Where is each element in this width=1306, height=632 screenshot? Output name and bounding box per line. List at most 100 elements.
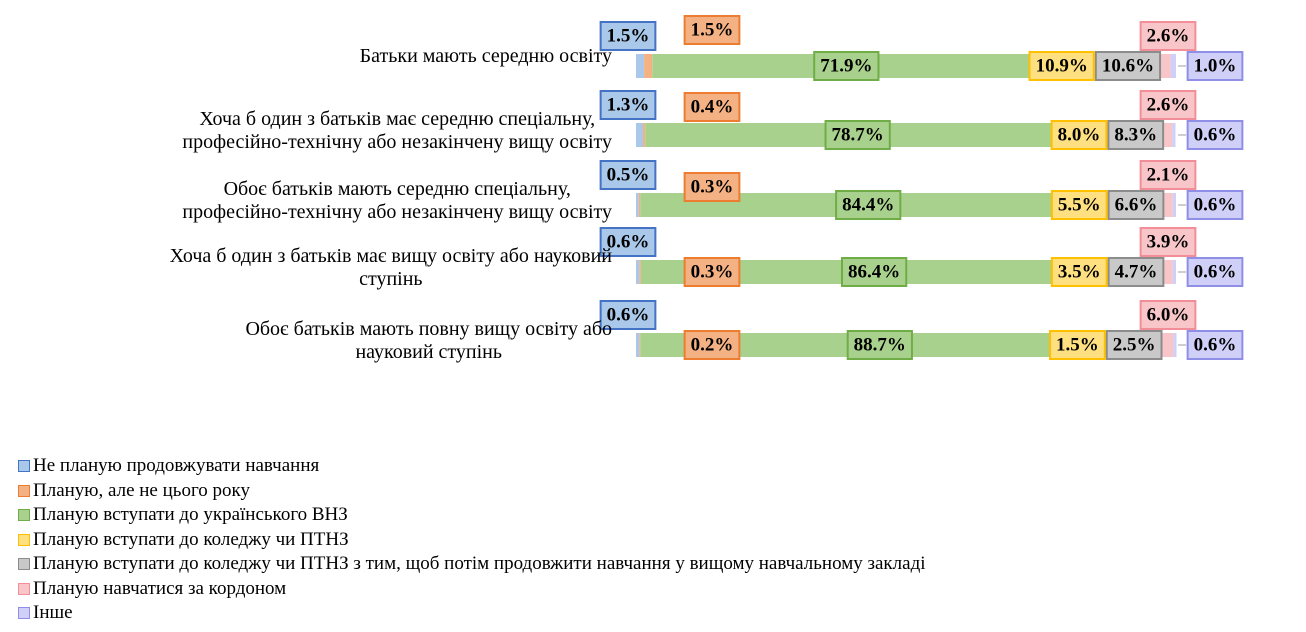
data-label-box <box>599 160 657 190</box>
data-label: 0.5% <box>599 160 657 190</box>
legend-swatch <box>18 558 30 571</box>
bar-segment <box>643 123 646 147</box>
data-label: 88.7% <box>846 330 913 360</box>
data-label-box <box>1186 120 1244 150</box>
data-label: 6.6% <box>1107 190 1165 220</box>
plot-area: 1.5% 1.5% 71.9% 10.6% 10.9% 2.6%1.0% 1.3% 0.4% 7… <box>599 15 1244 360</box>
data-label-box <box>683 92 741 122</box>
category-label: Обоє батьків мають середню спеціальну, п… <box>182 178 612 223</box>
data-label-text: 84.4% <box>842 195 894 216</box>
data-label-box <box>835 190 902 220</box>
data-label: 78.7% <box>824 120 891 150</box>
data-label-text: 88.7% <box>854 335 906 356</box>
data-label: 4.7% <box>1107 257 1165 287</box>
category-label: Хоча б один з батьків має вищу освіту аб… <box>169 245 612 290</box>
data-label: 10.6% <box>1094 51 1162 81</box>
legend-item: Планую навчатися за кордоном <box>18 577 926 602</box>
data-label: 0.6% <box>599 300 657 330</box>
bar-segment <box>638 193 641 217</box>
data-label-text: 2.1% <box>1147 165 1190 186</box>
data-label-text: 3.5% <box>1058 262 1101 283</box>
legend-swatch <box>18 509 30 522</box>
data-label-text: 10.6% <box>1102 56 1154 77</box>
data-label-text: 3.9% <box>1147 232 1190 253</box>
data-label: 8.0% <box>1050 120 1108 150</box>
bar-segment <box>636 123 644 147</box>
data-label-text: 1.3% <box>607 95 650 116</box>
data-label: 0.6% <box>1186 120 1244 150</box>
data-label: 2.1% <box>1139 160 1197 190</box>
data-label-box <box>683 330 741 360</box>
bar-segment <box>1161 193 1173 217</box>
data-label: 1.5% <box>683 15 741 45</box>
data-label: 10.9% <box>1028 51 1095 81</box>
data-label-text: 71.9% <box>820 56 872 77</box>
data-label-text: 0.6% <box>607 232 650 253</box>
legend-label: Не планую продовжувати навчання <box>33 455 320 476</box>
category-label: Хоча б один з батьків має середню спеціа… <box>182 108 612 153</box>
data-label: 0.6% <box>1186 257 1244 287</box>
data-label-text: 0.2% <box>691 335 734 356</box>
bar-segment <box>636 260 640 284</box>
data-label: 2.6% <box>1139 21 1197 51</box>
data-label-box <box>1050 190 1108 220</box>
data-label: 2.5% <box>1105 330 1163 360</box>
category-label: Батьки мають середню освіту <box>359 44 612 67</box>
data-label: 86.4% <box>841 257 908 287</box>
bar-segment <box>639 260 641 284</box>
data-label-text: 0.6% <box>1194 335 1237 356</box>
legend-swatch <box>18 582 30 595</box>
legend-swatch <box>18 533 30 546</box>
data-label-text: 2.6% <box>1147 26 1190 47</box>
data-label-text: 0.5% <box>607 165 650 186</box>
data-label-box <box>813 51 880 81</box>
data-label-box <box>1105 330 1163 360</box>
legend-label: Планую вступати до коледжу чи ПТНЗ з тим… <box>33 553 926 574</box>
data-label-box <box>824 120 891 150</box>
data-label-box <box>599 300 657 330</box>
data-label: 8.3% <box>1107 120 1165 150</box>
data-label-text: 1.5% <box>1056 335 1099 356</box>
data-label-box <box>841 257 908 287</box>
data-label: 0.6% <box>1186 330 1244 360</box>
legend-swatch <box>18 460 30 473</box>
data-label-text: 0.6% <box>1194 195 1237 216</box>
bar-segment <box>636 193 639 217</box>
data-label-box <box>1139 300 1197 330</box>
legend: Не планую продовжувати навчання Планую, а… <box>18 454 926 626</box>
legend-label: Планую вступати до коледжу чи ПТНЗ <box>33 528 349 550</box>
data-label-box <box>1094 51 1162 81</box>
data-label-box <box>683 172 741 202</box>
data-label: 71.9% <box>813 51 880 81</box>
data-label-box <box>1186 330 1244 360</box>
data-label-text: 6.6% <box>1115 195 1158 216</box>
data-label: 0.6% <box>1186 190 1244 220</box>
data-label-text: 1.5% <box>607 26 650 47</box>
data-label-text: 78.7% <box>832 125 884 146</box>
bar-segment <box>1172 123 1176 147</box>
data-label-box <box>1107 190 1165 220</box>
data-label-box <box>1186 190 1244 220</box>
data-label: 3.5% <box>1050 257 1108 287</box>
data-label-text: 1.0% <box>1194 56 1237 77</box>
bar-segment <box>1172 260 1176 284</box>
legend-label: Планую, але не цього року <box>33 479 250 501</box>
data-label-text: 0.6% <box>1194 125 1237 146</box>
data-label: 1.5% <box>1049 330 1106 360</box>
bar-segment <box>644 54 653 78</box>
data-label: 84.4% <box>835 190 902 220</box>
legend-item: Інше <box>18 601 926 626</box>
legend-swatch <box>18 484 30 497</box>
data-label-box <box>1186 51 1244 81</box>
data-label-box <box>846 330 913 360</box>
data-label-text: 0.6% <box>607 305 650 326</box>
data-label: 1.3% <box>599 90 657 120</box>
legend-label: Планую вступати до українського ВНЗ <box>33 504 348 525</box>
data-label-text: 8.3% <box>1114 125 1157 146</box>
data-label: 0.6% <box>599 227 657 257</box>
data-label-box <box>1107 257 1165 287</box>
data-label-box <box>1107 120 1165 150</box>
data-label: 1.0% <box>1186 51 1244 81</box>
legend-label: Планую навчатися за кордоном <box>33 577 287 599</box>
legend-item: Планую вступати до українського ВНЗ <box>18 503 926 528</box>
